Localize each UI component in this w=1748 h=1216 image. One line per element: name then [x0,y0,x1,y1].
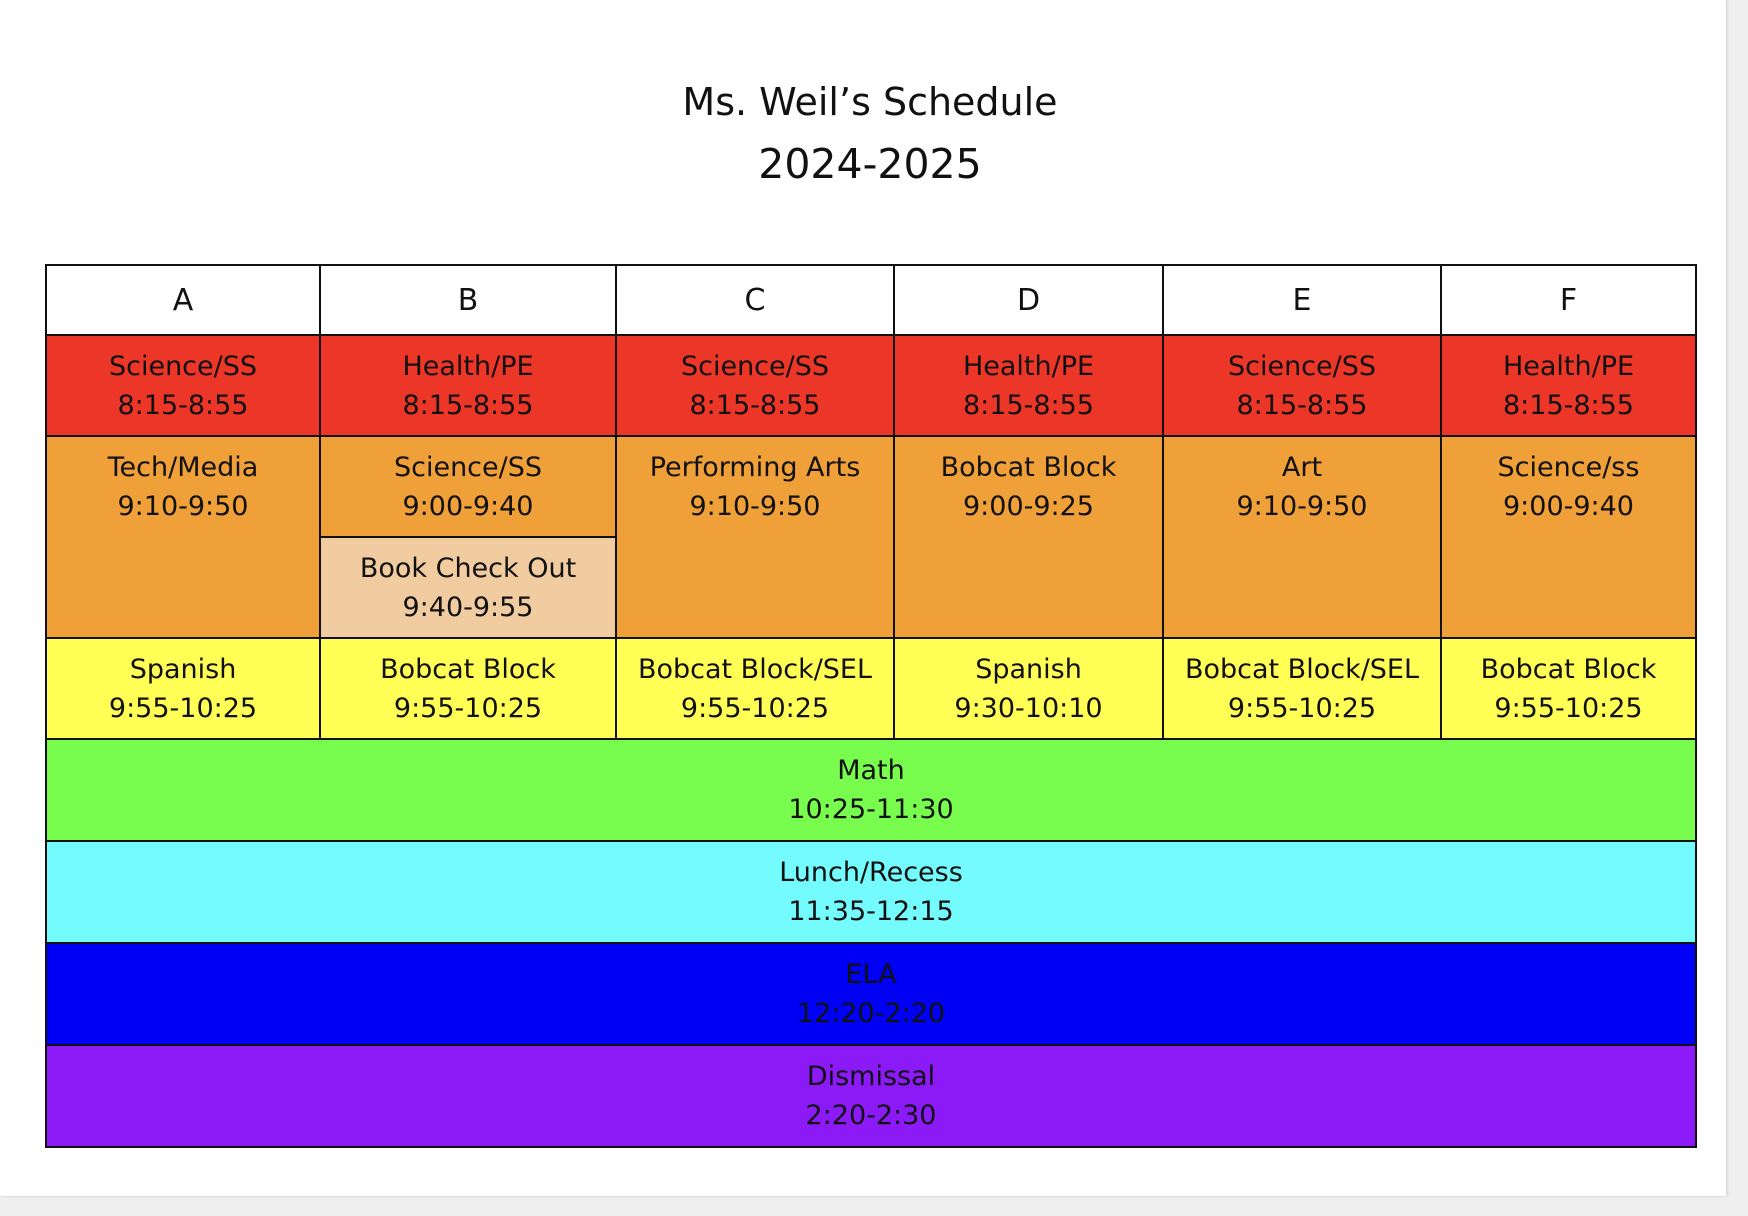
subject-label: Health/PE [1502,351,1635,382]
period-3-cell-b: Bobcat Block 9:55-10:25 [319,637,617,740]
time-label: 9:55-10:25 [680,693,830,724]
period-row-2: Tech/Media 9:10-9:50 Science/SS 9:00-9:40 … [45,435,1697,639]
day-header-f: F [1440,264,1697,336]
period-row-2b: Book Check Out 9:40-9:55 [46,536,1696,639]
time-label: 9:10-9:50 [1236,491,1368,522]
day-header-a: A [45,264,321,336]
lunch-row: Lunch/Recess 11:35-12:15 [45,840,1697,944]
subject-label: Health/PE [962,351,1095,382]
time-label: 9:55-10:25 [393,693,543,724]
time-label: 8:15-8:55 [1502,390,1634,421]
time-label: 8:15-8:55 [962,390,1094,421]
time-label: 9:30-10:10 [954,693,1103,724]
subject-label: Science/ss [1497,452,1640,483]
time-label: 11:35-12:15 [788,896,954,927]
subject-label: Science/SS [393,452,543,483]
period-1-cell-c: Science/SS 8:15-8:55 [615,334,895,437]
period-3-cell-e: Bobcat Block/SEL 9:55-10:25 [1162,637,1442,740]
time-label: 8:15-8:55 [117,390,249,421]
period-1-cell-a: Science/SS 8:15-8:55 [45,334,321,437]
subject-label: Performing Arts [649,452,861,483]
day-header-b: B [319,264,617,336]
day-header-row: A B C D E F [45,264,1697,336]
subject-label: Science/SS [680,351,830,382]
period-1-cell-e: Science/SS 8:15-8:55 [1162,334,1442,437]
subject-label: Science/SS [1227,351,1377,382]
subject-label: Dismissal [806,1061,936,1092]
math-cell: Math 10:25-11:30 [45,738,1697,842]
time-label: 9:10-9:50 [117,491,249,522]
period-1-cell-f: Health/PE 8:15-8:55 [1440,334,1697,437]
period-3-cell-c: Bobcat Block/SEL 9:55-10:25 [615,637,895,740]
lunch-recess-cell: Lunch/Recess 11:35-12:15 [45,840,1697,944]
time-label: 8:15-8:55 [689,390,821,421]
time-label: 9:00-9:40 [402,491,534,522]
ela-cell: ELA 12:20-2:20 [45,942,1697,1046]
time-label: 9:55-10:25 [1227,693,1377,724]
subject-label: Spanish [975,654,1082,685]
period-2-cell-c: Performing Arts 9:10-9:50 [615,435,895,639]
time-label: 9:10-9:50 [689,491,821,522]
subject-label: Math [837,755,905,786]
day-header-c: C [615,264,895,336]
subject-label: ELA [845,959,897,990]
time-label: 2:20-2:30 [805,1100,937,1131]
time-label: 9:40-9:55 [402,592,534,623]
period-2-cell-a: Tech/Media 9:10-9:50 [45,435,321,639]
time-label: 12:20-2:20 [796,998,946,1029]
time-label: 10:25-11:30 [788,794,954,825]
period-1-cell-b: Health/PE 8:15-8:55 [319,334,617,437]
dismissal-row: Dismissal 2:20-2:30 [45,1044,1697,1148]
subject-label: Bobcat Block [380,654,556,685]
time-label: 8:15-8:55 [1236,390,1368,421]
subject-label: Bobcat Block [1480,654,1657,685]
schedule-title: Ms. Weil’s Schedule [682,80,1058,124]
subject-label: Bobcat Block/SEL [1184,654,1420,685]
dismissal-cell: Dismissal 2:20-2:30 [45,1044,1697,1148]
math-row: Math 10:25-11:30 [45,738,1697,842]
subject-label: Spanish [129,654,237,685]
subject-label: Art [1281,452,1323,483]
period-3-cell-f: Bobcat Block 9:55-10:25 [1440,637,1697,740]
subject-label: Health/PE [402,351,534,382]
day-header-d: D [893,264,1164,336]
period-2-cell-f: Science/ss 9:00-9:40 [1440,435,1697,639]
school-year: 2024-2025 [758,140,982,188]
time-label: 9:55-10:25 [1494,693,1643,724]
subject-label: Tech/Media [107,452,259,483]
time-label: 9:00-9:40 [1502,491,1634,522]
time-label: 9:00-9:25 [962,491,1094,522]
subject-label: Bobcat Block [940,452,1117,483]
period-2-cell-b: Science/SS 9:00-9:40 [319,435,617,538]
book-check-out-cell: Book Check Out 9:40-9:55 [319,536,617,639]
subject-label: Lunch/Recess [779,857,963,888]
day-header-e: E [1162,264,1442,336]
period-2-cell-e: Art 9:10-9:50 [1162,435,1442,639]
period-row-3: Spanish 9:55-10:25 Bobcat Block 9:55-10:25… [45,637,1697,740]
time-label: 8:15-8:55 [402,390,534,421]
document-page: Ms. Weil’s Schedule 2024-2025 A B C D E … [0,0,1726,1196]
schedule-table: A B C D E F Science/SS 8:15-8:55 Health/P… [45,264,1697,1148]
period-row-1: Science/SS 8:15-8:55 Health/PE 8:15-8:55 S… [45,334,1697,437]
period-3-cell-a: Spanish 9:55-10:25 [45,637,321,740]
subject-label: Book Check Out [359,553,577,584]
period-1-cell-d: Health/PE 8:15-8:55 [893,334,1164,437]
ela-row: ELA 12:20-2:20 [45,942,1697,1046]
subject-label: Science/SS [108,351,258,382]
subject-label: Bobcat Block/SEL [637,654,873,685]
time-label: 9:55-10:25 [108,693,258,724]
period-3-cell-d: Spanish 9:30-10:10 [893,637,1164,740]
period-2-cell-d: Bobcat Block 9:00-9:25 [893,435,1164,639]
